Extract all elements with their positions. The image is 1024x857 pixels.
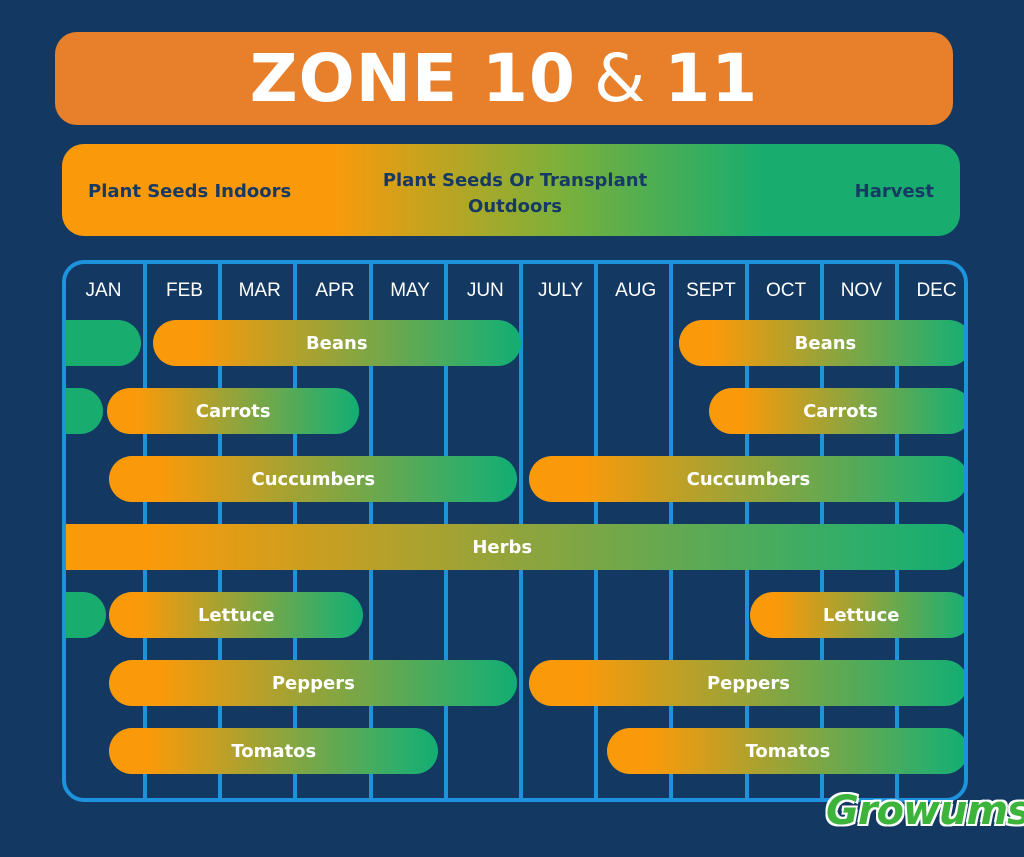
month-label-mar: MAR [238,280,281,301]
page-title: ZONE 10 & 11 [55,32,953,125]
month-label-sept: SEPT [686,280,736,301]
crop-bar-lettuce: Lettuce [109,592,364,638]
crop-bar-peppers: Peppers [109,660,518,706]
crop-bar-lettuce: Lettuce [750,592,964,638]
crop-bar-beans: Beans [678,320,964,366]
crop-bar-cuccumbers: Cuccumbers [109,456,518,502]
month-label-july: JULY [537,280,584,301]
crop-bar-lettuce [66,592,106,638]
crop-bar-beans [66,320,142,366]
crop-bar-beans: Beans [152,320,521,366]
crop-bar-carrots [66,388,104,434]
month-label-aug: AUG [615,280,657,301]
crop-bar-carrots: Carrots [709,388,964,434]
legend-plant-indoors: Plant Seeds Indoors [88,181,292,202]
month-label-jan: JAN [85,280,122,301]
month-label-nov: NOV [840,280,882,301]
title-zone-11: 11 [664,40,759,117]
month-label-jun: JUN [466,280,504,301]
title-zone-10: ZONE 10 [249,40,576,117]
crop-bar-carrots: Carrots [107,388,360,434]
crop-bar-herbs: Herbs [66,524,964,570]
legend-harvest: Harvest [854,181,934,202]
crop-bar-cuccumbers: Cuccumbers [528,456,964,502]
month-label-apr: APR [315,280,355,301]
crop-bar-tomatos: Tomatos [109,728,439,774]
month-label-feb: FEB [166,280,203,301]
legend-plant-outdoors: Plant Seeds Or Transplant Outdoors [382,170,648,217]
crop-bar-peppers: Peppers [528,660,964,706]
planting-calendar-grid: JAN FEB MAR APR MAY JUN JULY AUG SEPT OCT NOV DEC Be… [62,260,968,802]
growums-logo: Growums® [826,788,1024,834]
month-label-dec: DEC [916,280,957,301]
title-ampersand: & [593,40,647,117]
month-label-oct: OCT [766,280,807,301]
month-label-may: MAY [390,280,430,301]
legend-bar: Plant Seeds Indoors Plant Seeds Or Trans… [62,144,960,236]
crop-bar-tomatos: Tomatos [607,728,964,774]
logo-text: Growums [826,788,1024,834]
